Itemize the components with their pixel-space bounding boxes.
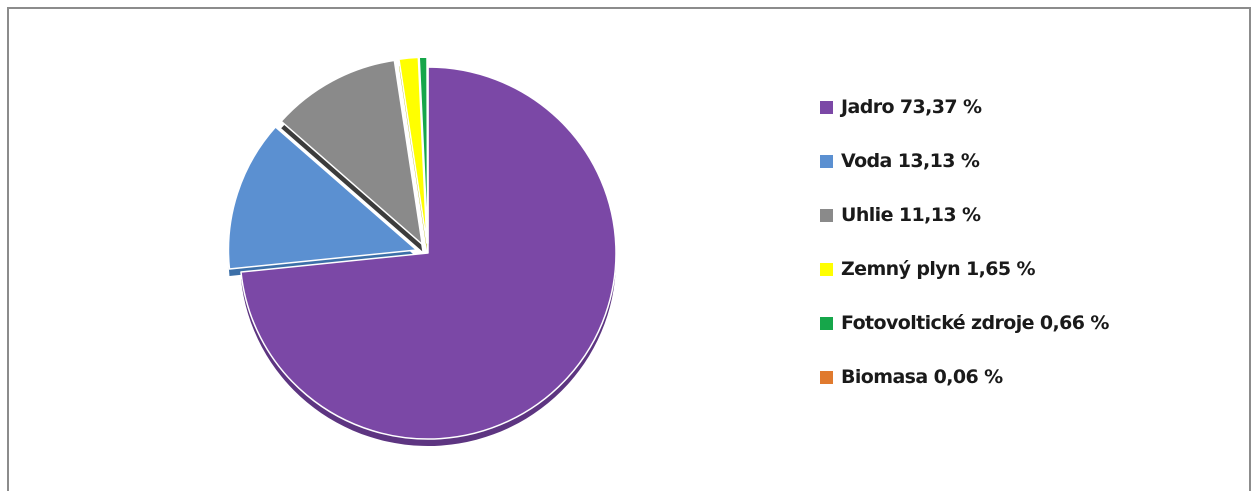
legend-item-voda: Voda 13,13 %: [820, 134, 1240, 188]
legend-item-uhlie: Uhlie 11,13 %: [820, 188, 1240, 242]
legend-item-fotovoltika: Fotovoltické zdroje 0,66 %: [820, 296, 1240, 350]
legend-label-biomasa: Biomasa 0,06 %: [841, 366, 1003, 388]
legend: Jadro 73,37 % Voda 13,13 % Uhlie 11,13 %…: [820, 80, 1240, 404]
legend-item-biomasa: Biomasa 0,06 %: [820, 350, 1240, 404]
pie-slice-voda: [227, 126, 418, 270]
chart-frame: [7, 7, 1251, 491]
pie-slice-uhlie: [280, 59, 423, 246]
legend-swatch-voda: [820, 154, 833, 168]
legend-swatch-fotovoltika: [820, 316, 833, 330]
legend-swatch-jadro: [820, 100, 833, 114]
pie-slice-biomasa: [426, 56, 429, 244]
legend-swatch-biomasa: [820, 370, 833, 384]
legend-swatch-zemny-plyn: [820, 262, 833, 276]
legend-label-zemny-plyn: Zemný plyn 1,65 %: [841, 258, 1036, 280]
legend-swatch-uhlie: [820, 208, 833, 222]
pie-slice-zemny: [398, 56, 428, 244]
pie-slice-jadro: [240, 66, 617, 440]
legend-label-jadro: Jadro 73,37 %: [841, 96, 982, 118]
legend-label-voda: Voda 13,13 %: [841, 150, 980, 172]
legend-item-jadro: Jadro 73,37 %: [820, 80, 1240, 134]
legend-label-uhlie: Uhlie 11,13 %: [841, 204, 981, 226]
legend-label-fotovoltika: Fotovoltické zdroje 0,66 %: [841, 312, 1109, 334]
legend-item-zemny-plyn: Zemný plyn 1,65 %: [820, 242, 1240, 296]
